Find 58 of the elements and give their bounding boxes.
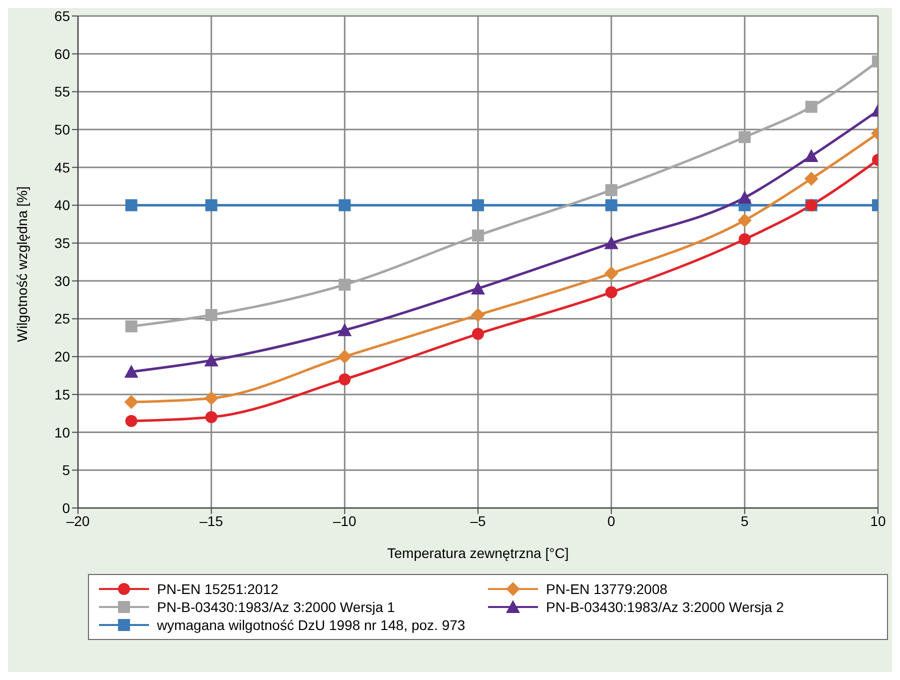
point [205,199,218,212]
y-tick-label: 50 [54,122,70,138]
x-tick-label: –5 [470,512,486,529]
point [605,286,618,298]
point [605,199,618,212]
x-axis-title: Temperatura zewnętrzna [°C] [387,545,569,561]
point [338,323,352,336]
legend-label: PN-EN 15251:2012 [157,581,278,597]
y-tick-label: 45 [54,159,70,176]
y-tick-label: 60 [54,46,70,62]
y-tick-label: 40 [54,197,70,214]
legend-label: wymagana wilgotność DzU 1998 nr 148, poz. 973 [157,617,466,633]
y-tick-label: 30 [54,272,70,289]
point [471,281,485,294]
y-tick-label: 55 [54,84,70,100]
point [124,395,138,410]
point [604,236,618,250]
y-tick-label: 20 [54,348,70,365]
point [124,364,138,378]
point [805,100,818,113]
point [604,266,618,280]
point [125,199,138,212]
point [205,411,218,424]
point [338,373,351,386]
x-tick-label: –15 [200,512,224,529]
point [804,149,818,162]
y-tick-label: 10 [54,424,70,440]
point [605,184,618,196]
point [338,278,351,291]
point [471,308,485,322]
legend-label: PN-EN 13779:2008 [546,581,668,597]
y-tick-label: 35 [54,235,70,252]
y-tick-label: 5 [62,462,70,478]
x-tick-label: 0 [607,512,616,529]
point [205,308,218,321]
point [472,328,484,340]
legend-label: PN-B-03430:1983/Az 3:2000 Wersja 2 [546,599,784,615]
point [738,131,751,144]
point [125,320,138,332]
y-tick-label: 65 [54,8,70,24]
y-tick-label: 25 [54,310,70,327]
x-tick-label: 10 [870,512,886,529]
point [472,199,484,212]
point [472,230,484,242]
point [204,353,218,366]
point [738,233,751,246]
x-tick-label: –10 [332,512,357,529]
y-tick-label: 15 [54,386,70,402]
point [738,190,752,204]
point [338,350,352,364]
point [738,213,752,228]
point [125,414,138,427]
point [338,199,351,212]
legend-label: PN-B-03430:1983/Az 3:2000 Wersja 1 [157,599,395,615]
point [204,391,218,406]
x-tick-label: 5 [740,512,749,529]
y-axis-title: Wilgotność względna [%] [14,186,30,342]
point [804,172,818,186]
